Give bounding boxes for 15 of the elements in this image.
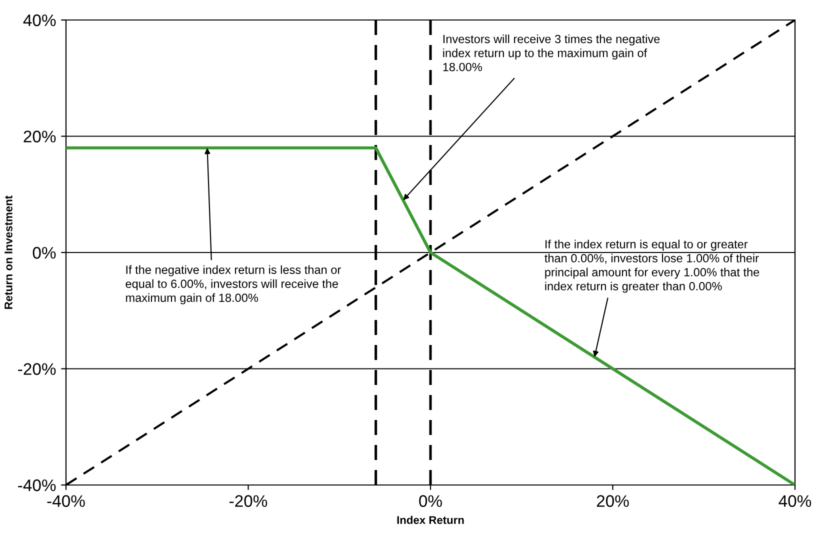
y-tick-label: -20% — [18, 363, 56, 375]
x-tick-label: 40% — [778, 495, 812, 507]
y-tick-label: 20% — [24, 130, 56, 142]
x-tick-label: 20% — [596, 495, 629, 507]
x-axis-title: Index Return — [397, 516, 464, 524]
x-tick-label: -20% — [230, 495, 268, 507]
annotation: If the negative index return is less than or equal to 6.00%, investors will receive the maximum gain of 18.00% — [126, 265, 341, 304]
y-tick-label: 40% — [23, 14, 56, 26]
y-tick-label: 0% — [32, 246, 56, 259]
y-axis-title: Return on Investment — [4, 196, 12, 309]
x-tick-label: -40% — [47, 495, 85, 507]
y-tick-label: -40% — [18, 479, 56, 492]
annotation: Investors will receive 3 times the negative index return up to the maximum gain of 18.00% — [443, 34, 660, 72]
x-tick-label: 0% — [419, 495, 442, 507]
annotation: If the index return is equal to or greater than 0.00%, investors lose 1.00% of their principal amount for every 1.00% that the index return is greater than 0.00% — [544, 240, 760, 293]
